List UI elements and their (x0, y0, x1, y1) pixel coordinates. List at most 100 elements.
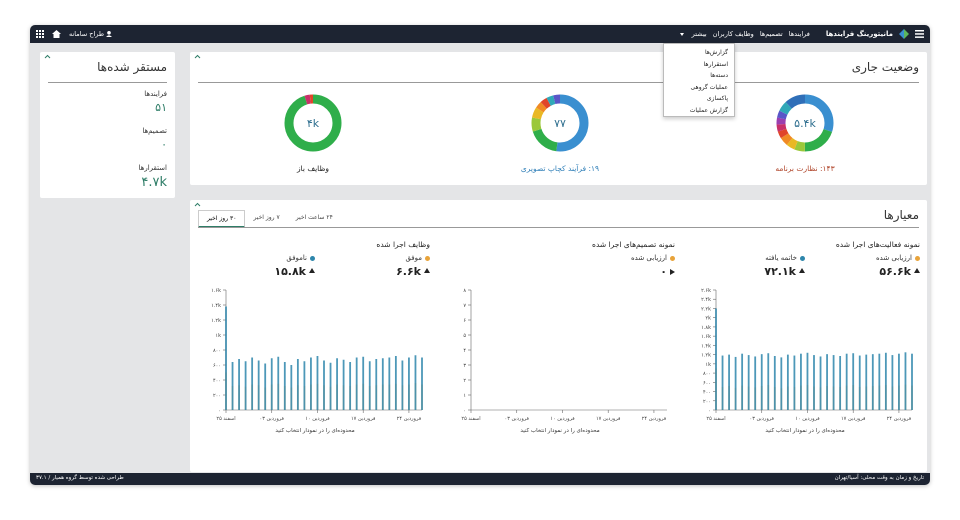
legend-dot (310, 255, 315, 261)
user-name: طراح سامانه (69, 30, 105, 38)
bar (231, 362, 234, 410)
bar (826, 354, 828, 410)
legend-item[interactable]: خاتمه یافته ۷۲.۱k (690, 254, 805, 278)
dropdown-item[interactable]: گزارش عملیات (689, 106, 728, 114)
nav-left: طراح سامانه (36, 25, 113, 43)
legend-item[interactable]: ارزیابی شده ۰ (560, 254, 675, 278)
dropdown-item[interactable]: استقرارها (703, 60, 728, 68)
legend-name: ارزیابی شده (560, 254, 675, 262)
apps-icon[interactable] (36, 30, 44, 38)
legend-item[interactable]: ناموفق ۱۵.۸k (200, 254, 315, 278)
collapse-icon[interactable] (194, 54, 201, 59)
divider (48, 82, 167, 83)
donut-label[interactable]: وظایف باز (296, 164, 330, 173)
deployed-panel: مستقر شده‌ها فرایندها ۵۱ تصمیم‌ها ۰ استقراره… (40, 52, 175, 198)
y-tick-label: ۱.۸k (701, 325, 711, 331)
y-tick-label: ۰ (708, 408, 711, 414)
y-tick-label: ۳ (463, 363, 466, 369)
nav-item[interactable]: فرایندها (788, 30, 810, 38)
y-tick-label: ۸ (463, 288, 466, 294)
caret (679, 32, 684, 36)
donut[interactable]: ۴k (282, 92, 344, 154)
donut-segment (776, 94, 834, 152)
total-value: ۶.۶k (396, 265, 421, 278)
home-icon[interactable] (52, 30, 61, 38)
chart[interactable]: ۰ ۲۰۰ ۴۰۰ ۶۰۰ ۸۰۰ ۱k ۱.۲k ۱.۴k ۱.۶k اسفند ۲۵ فرورد… (200, 282, 430, 430)
legend-total: ۰ (560, 265, 675, 278)
bar (414, 355, 417, 410)
y-tick-label: ۱.۴k (701, 343, 711, 349)
bar (845, 353, 848, 410)
brand[interactable]: مانیتورینگ فرایندها (825, 30, 893, 38)
donut[interactable]: ۵.۴k (774, 92, 836, 154)
panel-title: وضعیت جاری (851, 60, 919, 74)
x-tick-label: فروردین ۱۷ (596, 416, 621, 422)
total-value: ۵۶.۶k (879, 265, 911, 278)
bar (793, 355, 796, 410)
donut-label[interactable]: ۱۴۳: نظارت برنامه (775, 164, 835, 173)
bar (408, 357, 410, 410)
y-tick-label: ۴۰۰ (703, 390, 711, 396)
donut-segment (776, 94, 834, 152)
chart[interactable]: ۰ ۱ ۲ ۳ ۴ ۵ ۶ ۷ ۸ اسفند ۲۵ فروردین ۰۳ فروردین ۱۰ فرو… (445, 282, 675, 430)
tab[interactable]: ۳۰ روز اخیر (198, 210, 246, 228)
tabs: ۲۴ ساعت اخیر ۷ روز اخیر ۳۰ روز اخیر (198, 210, 341, 228)
nav-right: مانیتورینگ فرایندها فرایندها تصمیم‌ها وظای… (679, 25, 924, 43)
bar (257, 360, 260, 410)
dropdown-item[interactable]: عملیات گروهی (690, 83, 728, 91)
deployed-label: تصمیم‌ها (142, 127, 167, 135)
donut-label[interactable]: ۱۹: فرآیند کچاپ تصویری (520, 164, 600, 173)
metrics-panel: معیارها ۲۴ ساعت اخیر ۷ روز اخیر ۳۰ روز اخی… (190, 200, 927, 472)
dropdown-item[interactable]: پاکسازی (706, 95, 728, 103)
chart[interactable]: ۰ ۲۰۰ ۴۰۰ ۶۰۰ ۸۰۰ ۱k ۱.۲k ۱.۴k ۱.۶k ۱.۸k ۲k ۲.۲k ۲.۴… (690, 282, 920, 430)
legend: موفق ۶.۶k ناموفق ۱۵.۸k (200, 254, 430, 278)
y-tick-label: ۲ (463, 378, 466, 384)
nav-item[interactable]: بیشتر (691, 30, 707, 38)
divider (198, 82, 919, 83)
donut-segment (531, 94, 589, 152)
y-tick-label: ۴۰۰ (213, 378, 221, 384)
deployed-value[interactable]: ۴.۷k (141, 175, 167, 190)
dropdown-item[interactable]: دسته‌ها (710, 72, 728, 80)
app-window: مانیتورینگ فرایندها فرایندها تصمیم‌ها وظای… (30, 25, 930, 485)
legend-name: خاتمه یافته (690, 254, 805, 262)
legend-item[interactable]: موفق ۶.۶k (315, 254, 430, 278)
y-tick-label: ۰ (218, 408, 221, 414)
y-tick-label: ۴ (463, 348, 466, 354)
nav-item[interactable]: تصمیم‌ها (759, 30, 783, 38)
deployed-value[interactable]: ۰ (161, 138, 167, 151)
footer: تاریخ و زمان به وقت محلی: آسیا/تهران طرا… (30, 473, 930, 485)
user-menu[interactable]: طراح سامانه (69, 30, 113, 38)
tab[interactable]: ۷ روز اخیر (253, 214, 280, 221)
footer-timezone: تاریخ و زمان به وقت محلی: آسیا/تهران (834, 475, 924, 481)
dropdown-item[interactable]: گزارش‌ها (704, 49, 728, 56)
trend-arrow (309, 267, 315, 273)
legend-name: ناموفق (200, 254, 315, 262)
bar (911, 353, 913, 410)
chart-title: نمونه فعالیت‌های اجرا شده (835, 240, 920, 249)
legend-total: ۶.۶k (315, 265, 430, 278)
nav-item[interactable]: وظایف کاربران (712, 30, 754, 38)
legend-label: خاتمه یافته (765, 254, 797, 262)
bar (310, 357, 312, 410)
bar (290, 365, 293, 410)
bar (858, 355, 861, 410)
tab[interactable]: ۲۴ ساعت اخیر (295, 214, 333, 221)
bar (251, 357, 254, 410)
donut[interactable]: ۷۷ (529, 92, 591, 154)
legend-item[interactable]: ارزیابی شده ۵۶.۶k (805, 254, 920, 278)
deployed-value[interactable]: ۵۱ (155, 101, 167, 114)
bar (891, 355, 894, 410)
bar (767, 353, 770, 410)
y-tick-label: ۱ (463, 393, 466, 399)
bar (871, 354, 874, 410)
bar (421, 357, 423, 410)
collapse-icon[interactable] (44, 54, 51, 59)
collapse-icon[interactable] (194, 202, 201, 207)
status-panel: وضعیت جاری ۵.۴k ۱۴۳: نظارت برنامه ۷۷ ۱۹: فر… (190, 52, 927, 185)
hamburger-icon[interactable] (915, 30, 924, 38)
bar (878, 353, 881, 410)
x-tick-label: فروردین ۰۳ (750, 416, 775, 422)
bar (721, 355, 724, 410)
legend-dot (915, 255, 920, 261)
